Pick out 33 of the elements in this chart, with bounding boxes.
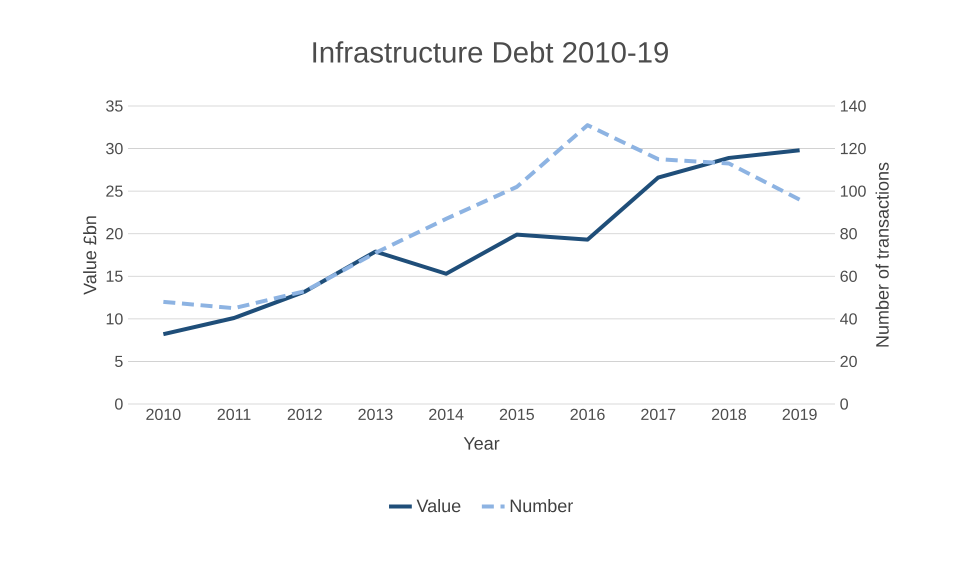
y2-tick-label: 0 bbox=[840, 398, 848, 410]
x-tick-label: 2011 bbox=[218, 408, 250, 420]
chart-title: Infrastructure Debt 2010-19 bbox=[313, 41, 668, 63]
y2-tick-label: 140 bbox=[840, 100, 866, 112]
y-tick-label: 25 bbox=[106, 185, 123, 197]
y-tick-label: 15 bbox=[106, 270, 123, 282]
x-tick-label: 2015 bbox=[500, 408, 534, 420]
y-tick-label: 30 bbox=[106, 142, 123, 154]
y-axis-title: Value £bn bbox=[83, 216, 96, 295]
y2-tick-label: 100 bbox=[840, 185, 866, 197]
y2-tick-label: 120 bbox=[840, 142, 866, 154]
y-tick-label: 10 bbox=[106, 313, 123, 325]
y-tick-label: 0 bbox=[115, 398, 123, 410]
y-tick-label: 20 bbox=[106, 228, 123, 240]
x-tick-label: 2018 bbox=[712, 408, 746, 420]
line-series bbox=[161, 123, 802, 310]
legend-label: Value bbox=[416, 498, 460, 512]
x-tick-label: 2016 bbox=[570, 408, 605, 420]
y2-tick-label: 60 bbox=[840, 270, 857, 282]
x-axis-title: Year bbox=[464, 437, 500, 450]
x-tick-label: 2014 bbox=[429, 408, 464, 420]
y2-axis-title: Number of transactions bbox=[876, 162, 889, 347]
y2-tick-label: 40 bbox=[840, 313, 857, 325]
x-tick-label: 2017 bbox=[641, 408, 676, 420]
y-tick-label: 5 bbox=[115, 356, 123, 367]
y2-tick-label: 80 bbox=[840, 228, 857, 240]
legend-label: Number bbox=[510, 498, 573, 512]
x-tick-label: 2019 bbox=[782, 408, 817, 420]
x-tick-label: 2012 bbox=[288, 408, 322, 420]
x-tick-label: 2013 bbox=[358, 408, 393, 420]
y-tick-label: 35 bbox=[106, 100, 123, 112]
y2-tick-label: 20 bbox=[840, 356, 857, 368]
x-tick-label: 2010 bbox=[146, 408, 181, 420]
